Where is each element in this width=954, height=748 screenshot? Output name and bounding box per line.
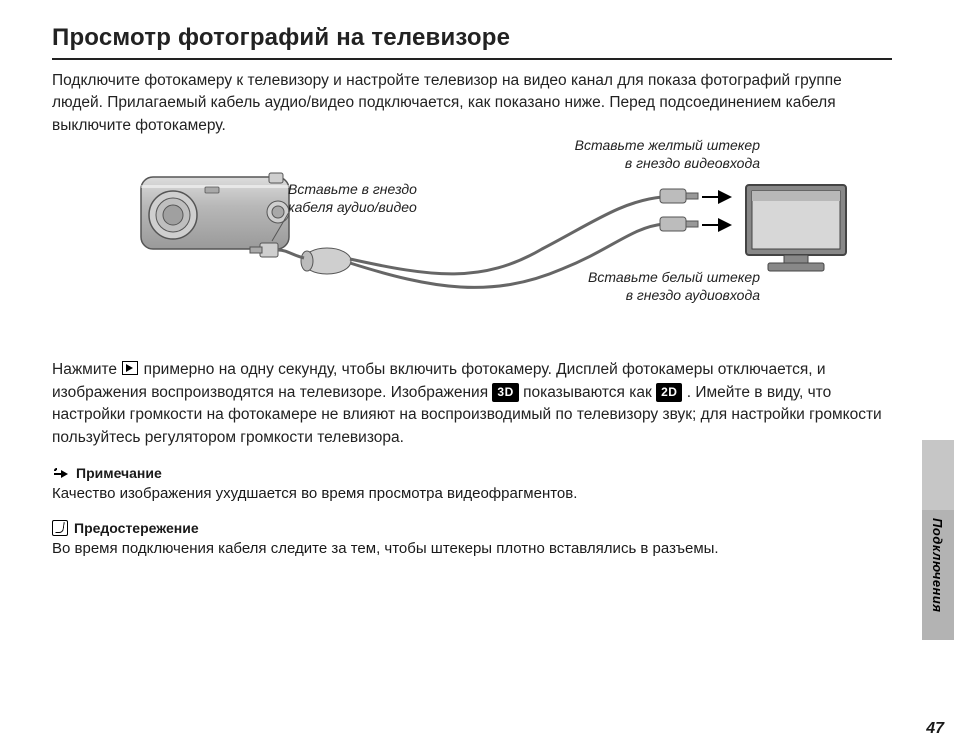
content-area: Просмотр фотографий на телевизоре Подклю…	[52, 24, 892, 559]
section-tab: Подключения	[922, 510, 954, 640]
caution-icon	[52, 520, 68, 536]
play-button-icon	[122, 361, 138, 375]
connection-diagram: Вставьте желтый штекер в гнездо видеовхо…	[52, 149, 892, 349]
caution-block: Предостережение Во время подключения каб…	[52, 520, 892, 559]
av-cable-icon	[232, 149, 752, 334]
note-block: Примечание Качество изображения ухудшает…	[52, 465, 892, 504]
caution-body: Во время подключения кабеля следите за т…	[52, 538, 892, 559]
hand-icon	[52, 466, 70, 480]
page-title: Просмотр фотографий на телевизоре	[52, 24, 892, 52]
label-white-plug: Вставьте белый штекер в гнездо аудиовход…	[510, 269, 760, 304]
text: показываются как	[523, 384, 656, 401]
section-tab-label: Подключения	[930, 518, 945, 613]
text: Нажмите	[52, 361, 121, 378]
note-heading: Примечание	[52, 465, 892, 481]
note-title: Примечание	[76, 465, 162, 481]
playback-paragraph: Нажмите примерно на одну секунду, чтобы …	[52, 359, 892, 449]
side-shade	[922, 440, 954, 510]
caution-heading: Предостережение	[52, 520, 892, 536]
title-rule	[52, 58, 892, 60]
label-line: в гнездо аудиовхода	[626, 287, 760, 303]
label-line: Вставьте белый штекер	[588, 269, 760, 285]
badge-3d: 3D	[492, 383, 518, 402]
note-body: Качество изображения ухудшается во время…	[52, 483, 892, 504]
manual-page: Просмотр фотографий на телевизоре Подклю…	[0, 0, 954, 748]
caution-title: Предостережение	[74, 520, 199, 536]
page-number: 47	[926, 720, 944, 738]
badge-2d: 2D	[656, 383, 682, 402]
intro-paragraph: Подключите фотокамеру к телевизору и нас…	[52, 70, 892, 137]
